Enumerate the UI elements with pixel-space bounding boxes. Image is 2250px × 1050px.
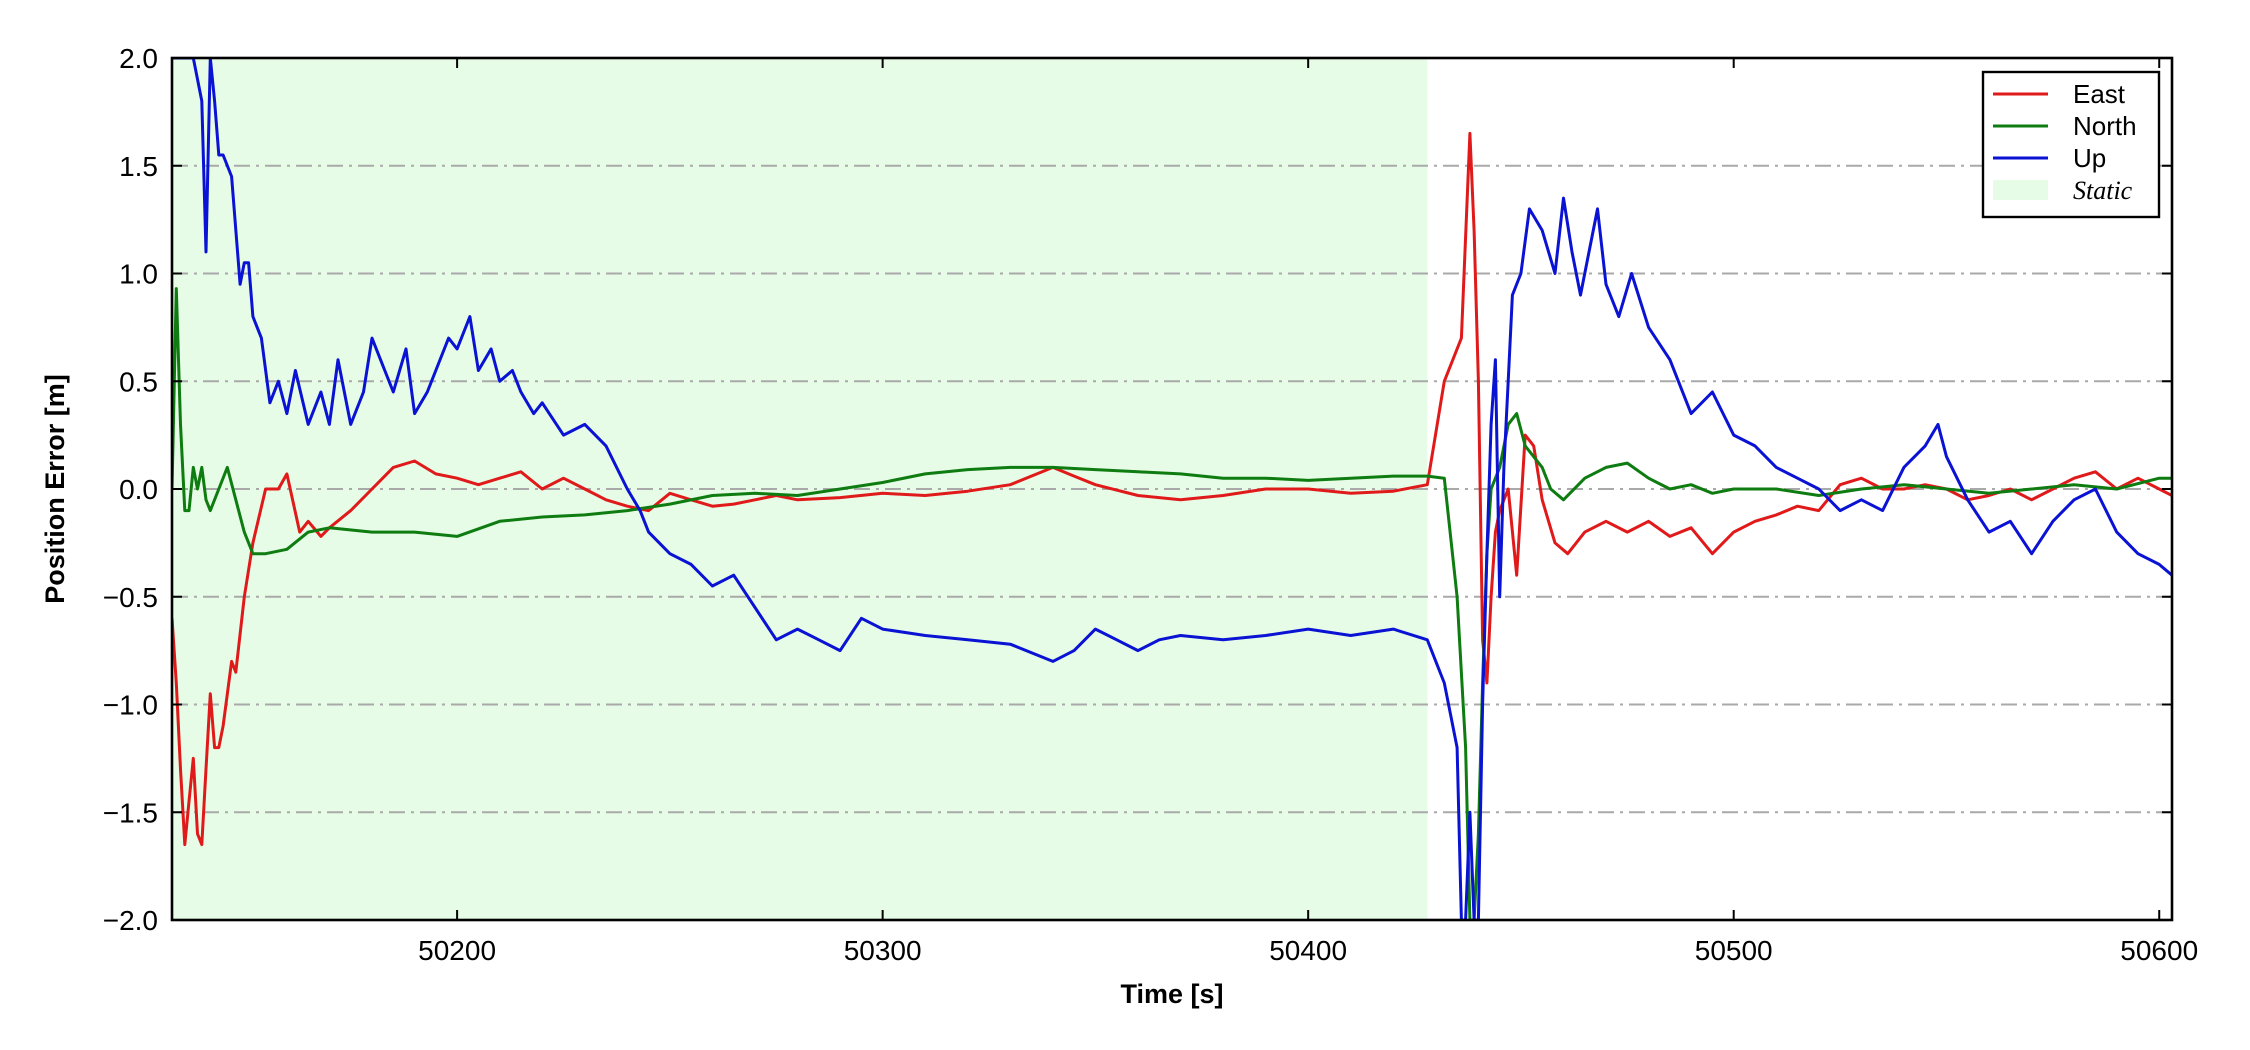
y-tick-label: 1.5 (119, 151, 158, 182)
plot-area (170, 56, 2174, 922)
y-tick-label: −2.0 (103, 905, 158, 936)
grid-lines (172, 164, 2172, 814)
legend-label-up: Up (2073, 143, 2106, 173)
y-tick-label: 2.0 (119, 43, 158, 74)
y-tick-label: −1.5 (103, 797, 158, 828)
y-tick-label: −1.0 (103, 690, 158, 721)
x-tick-label: 50500 (1695, 935, 1773, 966)
series-line-north (172, 287, 2172, 920)
legend-label-north: North (2073, 111, 2137, 141)
y-tick-label: 0.5 (119, 366, 158, 397)
series-lines (172, 58, 2172, 920)
legend-swatch-static (1993, 180, 2048, 200)
y-tick-label: 1.0 (119, 259, 158, 290)
series-line-up (172, 58, 2172, 920)
x-tick-label: 50300 (844, 935, 922, 966)
x-axis-title: Time [s] (1120, 979, 1223, 1009)
legend: East North Up Static (1981, 70, 2161, 219)
y-tick-label: 0.0 (119, 474, 158, 505)
x-tick-label: 50200 (418, 935, 496, 966)
series-line-east (172, 131, 2172, 847)
axis-ticks: −2.0 −1.5 −1.0 −0.5 0.0 0.5 1.0 1.5 2.0 50200 5030… (103, 43, 2198, 966)
y-axis-title: Position Error [m] (40, 374, 70, 604)
legend-label-static: Static (2073, 176, 2133, 205)
y-tick-label: −0.5 (103, 582, 158, 613)
legend-label-east: East (2073, 79, 2126, 109)
x-tick-label: 50400 (1269, 935, 1347, 966)
x-tick-label: 50600 (2120, 935, 2198, 966)
